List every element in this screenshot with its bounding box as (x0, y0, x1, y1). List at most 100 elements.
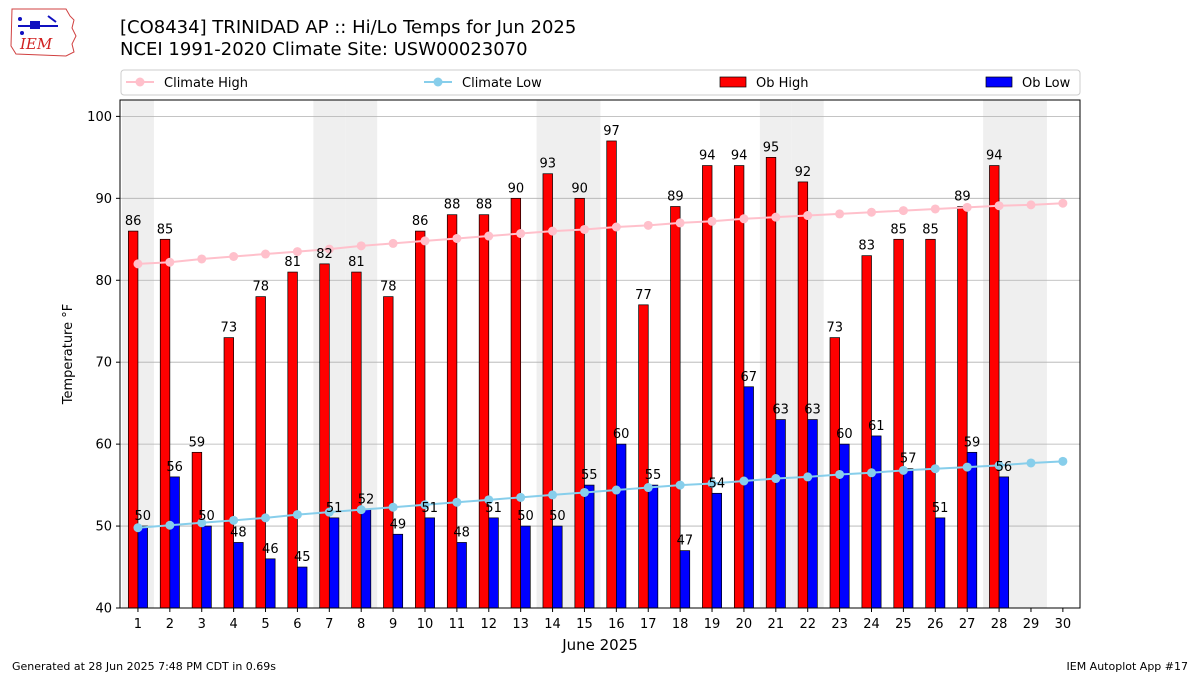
ob-low-label: 55 (581, 468, 598, 483)
climate-low-point (165, 520, 175, 530)
y-tick-label: 50 (95, 520, 112, 535)
ob-low-label: 63 (804, 403, 821, 418)
x-tick-label: 5 (261, 617, 269, 632)
climate-low-point (898, 465, 908, 475)
climate-low-point (675, 480, 685, 490)
ob-low-bar (871, 435, 882, 609)
ob-low-bar (265, 558, 276, 609)
climate-high-point (229, 251, 239, 261)
x-tick-label: 11 (449, 617, 466, 632)
ob-low-label: 60 (836, 427, 853, 442)
ob-low-label: 63 (772, 403, 789, 418)
climate-high-point (420, 236, 430, 246)
climate-low-point (579, 487, 589, 497)
climate-high-point (867, 207, 877, 217)
climate-high-point (133, 259, 143, 269)
ob-high-bar (191, 451, 203, 609)
climate-low-point (994, 460, 1004, 470)
climate-high-point (261, 249, 271, 259)
ob-low-bar (297, 566, 308, 609)
ob-high-label: 94 (699, 149, 716, 164)
ob-high-bar (319, 263, 330, 609)
climate-high-point (835, 209, 845, 219)
climate-low-point (771, 474, 781, 484)
ob-low-bar (711, 492, 722, 609)
x-tick-label: 7 (325, 617, 333, 632)
climate-low-point (1058, 456, 1068, 466)
ob-high-bar (159, 238, 171, 609)
ob-low-label: 51 (326, 501, 343, 516)
climate-low-point (261, 513, 271, 523)
x-tick-label: 9 (389, 617, 397, 632)
ob-high-bar (638, 304, 649, 609)
climate-high-point (324, 244, 334, 254)
climate-high-point (388, 238, 398, 248)
ob-low-label: 61 (868, 419, 885, 434)
ob-low-bar (775, 419, 786, 609)
climate-high-point (548, 226, 558, 236)
climate-low-point (803, 472, 813, 482)
ob-high-bar (542, 173, 553, 609)
climate-low-point (197, 518, 207, 528)
legend-label-ob-high: Ob High (756, 76, 809, 91)
ob-high-label: 94 (731, 149, 748, 164)
ob-low-label: 48 (230, 525, 247, 540)
climate-high-point (962, 202, 972, 212)
ob-high-label: 89 (954, 190, 971, 205)
x-tick-label: 3 (198, 617, 206, 632)
x-tick-label: 16 (608, 617, 625, 632)
ob-high-bar (733, 165, 745, 609)
climate-high-point (675, 218, 685, 228)
climate-low-point (388, 502, 398, 512)
x-tick-label: 1 (134, 617, 142, 632)
ob-high-label: 85 (922, 222, 939, 237)
climate-low-point (229, 515, 239, 525)
climate-low-point (133, 523, 143, 533)
y-tick-label: 40 (95, 602, 112, 617)
climate-low-point (739, 476, 749, 486)
generated-note: Generated at 28 Jun 2025 7:48 PM CDT in … (12, 660, 277, 673)
climate-high-point (292, 247, 302, 257)
ob-low-label: 51 (422, 501, 439, 516)
legend-marker-climate-high (135, 77, 145, 87)
x-tick-label: 25 (895, 617, 912, 632)
ob-high-label: 73 (221, 321, 238, 336)
legend-label-ob-low: Ob Low (1022, 76, 1071, 91)
x-tick-label: 4 (229, 617, 237, 632)
ob-low-bar (584, 484, 595, 609)
ob-high-bar (255, 296, 266, 609)
y-tick-label: 80 (95, 274, 112, 289)
climate-high-point (994, 201, 1004, 211)
ob-low-bar (998, 476, 1010, 609)
ob-high-label: 81 (348, 255, 365, 270)
x-tick-label: 24 (863, 617, 880, 632)
ob-low-label: 55 (645, 468, 662, 483)
ob-low-bar (201, 525, 212, 609)
ob-low-label: 45 (294, 550, 311, 565)
ob-high-bar (989, 165, 1000, 609)
ob-high-label: 90 (508, 181, 525, 196)
ob-low-bar (520, 525, 531, 609)
climate-low-point (484, 495, 494, 505)
ob-high-label: 86 (125, 214, 142, 229)
ob-low-label: 49 (390, 517, 407, 532)
climate-low-point (930, 464, 940, 474)
climate-high-point (1058, 198, 1068, 208)
ob-high-label: 94 (986, 149, 1003, 164)
ob-high-bar (223, 337, 234, 609)
ob-low-label: 54 (709, 476, 726, 491)
x-tick-label: 30 (1055, 617, 1072, 632)
climate-high-point (739, 214, 749, 224)
ob-low-label: 50 (517, 509, 534, 524)
climate-high-line (137, 202, 1063, 265)
ob-high-label: 83 (858, 239, 875, 254)
x-tick-label: 15 (576, 617, 593, 632)
legend-swatch-ob-high (719, 76, 747, 88)
ob-high-bar (925, 238, 936, 609)
climate-high-point (165, 257, 175, 267)
climate-high-point (707, 216, 717, 226)
ob-high-label: 89 (667, 190, 684, 205)
x-tick-label: 26 (927, 617, 944, 632)
y-tick-label: 100 (87, 110, 112, 125)
climate-low-point (292, 510, 302, 520)
